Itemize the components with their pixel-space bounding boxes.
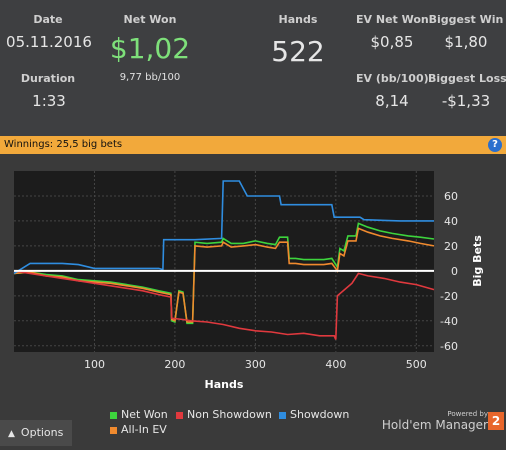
ev-net-won-label: EV Net Won — [356, 13, 429, 26]
x-tick-label: 200 — [164, 358, 185, 371]
legend-showdown: Showdown — [279, 408, 349, 421]
brand-name: Hold'em Manager — [381, 418, 488, 432]
legend-swatch — [110, 411, 117, 419]
biggest-loss-label: Biggest Loss — [428, 72, 506, 85]
plot-background — [14, 171, 434, 352]
chart-area: 100 200 300 400 500 60 40 20 0 -20 -40 -60 Hands Bi… — [0, 154, 506, 446]
y-tick-label: 0 — [451, 265, 458, 278]
net-won-value: $1,02 — [109, 32, 191, 65]
x-tick-label: 300 — [245, 358, 266, 371]
hm2-logo-icon: 2 — [488, 412, 504, 430]
y-tick-label: -40 — [440, 315, 458, 328]
y-tick-label: -60 — [440, 340, 458, 353]
ev-net-won-value: $0,85 — [370, 33, 414, 51]
legend-allin-ev: All-In EV — [110, 423, 167, 436]
series-line-net-won — [13, 222, 435, 325]
powered-by-text: Powered by — [447, 410, 488, 418]
legend-swatch — [110, 426, 117, 434]
brand-block: Powered by Hold'em Manager — [382, 410, 488, 432]
legend-net-won: Net Won — [110, 408, 168, 421]
series-line-allin-ev — [13, 227, 435, 323]
y-tick-label: -20 — [440, 290, 458, 303]
legend-swatch — [176, 411, 183, 419]
hands-label: Hands — [278, 13, 318, 26]
duration-label: Duration — [20, 72, 76, 85]
biggest-win-value: $1,80 — [444, 33, 488, 51]
net-won-label: Net Won — [123, 13, 177, 26]
biggest-win-label: Biggest Win — [428, 13, 504, 26]
winnings-text: Winnings: 25,5 big bets — [4, 139, 123, 150]
x-tick-label: 500 — [406, 358, 427, 371]
x-axis-label: Hands — [205, 378, 244, 391]
y-tick-label: 60 — [444, 190, 458, 203]
series-line-non-showdown — [13, 270, 435, 340]
date-label: Date — [33, 13, 63, 26]
ev-bb100-value: 8,14 — [375, 92, 409, 110]
stats-panel: Date 05.11.2016 Duration 1:33 Net Won $1… — [0, 0, 506, 136]
biggest-loss-value: -$1,33 — [441, 92, 491, 110]
options-label: Options — [20, 426, 64, 439]
options-button[interactable]: ▲ Options — [0, 420, 72, 446]
caret-up-icon: ▲ — [8, 429, 15, 439]
y-tick-label: 40 — [444, 215, 458, 228]
y-axis-label: Big Bets — [471, 235, 484, 287]
legend-swatch — [279, 411, 286, 419]
hands-value: 522 — [271, 35, 325, 68]
x-tick-label: 100 — [84, 358, 105, 371]
series-line-showdown — [13, 180, 434, 275]
winnings-bar: Winnings: 25,5 big bets ? — [0, 136, 506, 154]
net-won-bb100: 9,77 bb/100 — [119, 72, 181, 83]
duration-value: 1:33 — [32, 92, 66, 110]
y-tick-label: 20 — [444, 240, 458, 253]
help-icon[interactable]: ? — [488, 138, 502, 152]
ev-bb100-label: EV (bb/100) — [356, 72, 429, 85]
legend-non-showdown: Non Showdown — [176, 408, 272, 421]
x-tick-label: 400 — [325, 358, 346, 371]
date-value: 05.11.2016 — [6, 33, 92, 51]
